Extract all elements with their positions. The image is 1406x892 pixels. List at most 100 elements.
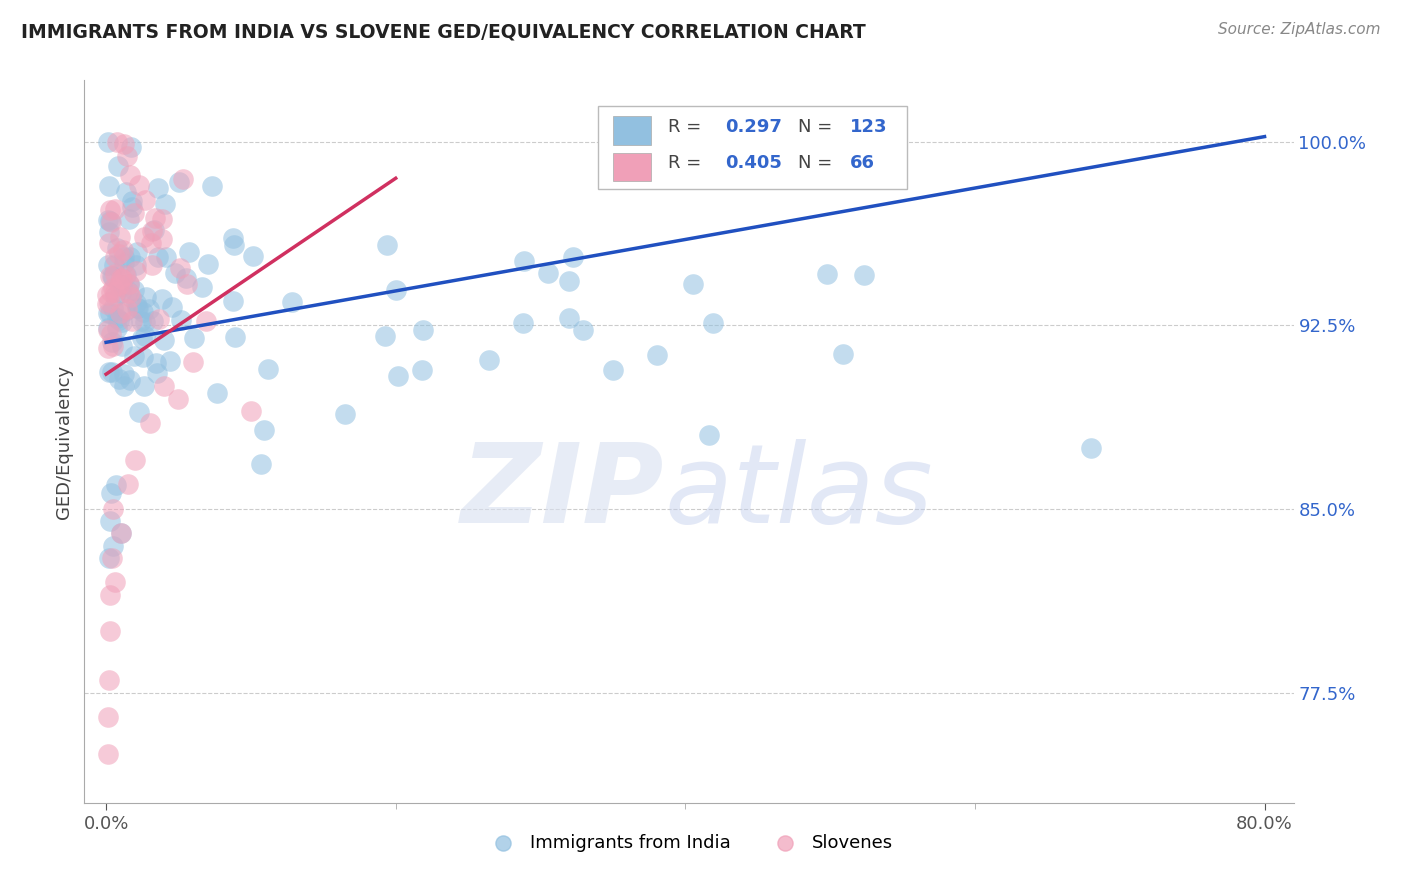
Point — [201, 178, 224, 193]
Point — [118, 277, 141, 291]
Text: 123: 123 — [849, 119, 887, 136]
Point — [697, 428, 720, 442]
Point — [111, 339, 134, 353]
Point — [129, 314, 152, 328]
Point — [111, 279, 134, 293]
Point — [96, 747, 118, 761]
Point — [170, 313, 193, 327]
Bar — [613, 153, 651, 181]
FancyBboxPatch shape — [599, 105, 907, 189]
Point — [197, 257, 219, 271]
Point — [104, 251, 127, 265]
Point — [111, 271, 134, 285]
Point — [121, 194, 143, 208]
Point — [374, 329, 396, 343]
Point — [478, 353, 501, 368]
Point — [513, 254, 536, 268]
Point — [108, 278, 131, 293]
Point — [145, 356, 167, 370]
Point — [134, 315, 156, 329]
Point — [682, 277, 704, 292]
Point — [101, 365, 124, 379]
Point — [536, 266, 558, 280]
Point — [115, 268, 138, 282]
Point — [100, 514, 122, 528]
Point — [118, 373, 141, 387]
Point — [125, 245, 148, 260]
Point — [97, 135, 120, 149]
Point — [101, 334, 124, 349]
Point — [384, 283, 406, 297]
Point — [155, 251, 177, 265]
Point — [103, 258, 125, 272]
Point — [132, 230, 155, 244]
Point — [167, 175, 190, 189]
Point — [118, 250, 141, 264]
Point — [105, 135, 128, 149]
Point — [114, 303, 136, 318]
Point — [97, 710, 120, 724]
Point — [100, 285, 122, 299]
Text: N =: N = — [797, 154, 838, 172]
Point — [221, 231, 243, 245]
Point — [103, 502, 125, 516]
Point — [146, 250, 169, 264]
Point — [96, 321, 118, 335]
Point — [101, 281, 124, 295]
Point — [132, 350, 155, 364]
Point — [118, 212, 141, 227]
Point — [107, 159, 129, 173]
Point — [128, 178, 150, 192]
Point — [153, 196, 176, 211]
Point — [97, 213, 120, 227]
Point — [174, 271, 197, 285]
Point — [121, 200, 143, 214]
Point — [107, 372, 129, 386]
Point — [571, 323, 593, 337]
Point — [377, 238, 399, 252]
Point — [152, 211, 174, 226]
Point — [146, 366, 169, 380]
Point — [242, 249, 264, 263]
Point — [98, 178, 121, 193]
Point — [96, 297, 118, 311]
Text: R =: R = — [668, 119, 707, 136]
Point — [512, 316, 534, 330]
Point — [120, 140, 142, 154]
Point — [120, 290, 142, 304]
Point — [181, 355, 204, 369]
Point — [131, 331, 153, 345]
Text: 0.405: 0.405 — [725, 154, 782, 172]
Point — [115, 185, 138, 199]
Point — [257, 362, 280, 376]
Point — [815, 268, 838, 282]
Point — [172, 172, 194, 186]
Point — [112, 378, 135, 392]
Point — [114, 137, 136, 152]
Point — [253, 424, 276, 438]
Point — [141, 258, 163, 272]
Text: 0.297: 0.297 — [725, 119, 782, 136]
Point — [127, 301, 149, 315]
Point — [117, 477, 139, 491]
Point — [127, 301, 149, 315]
Point — [205, 386, 228, 401]
Point — [98, 268, 121, 283]
Point — [222, 237, 245, 252]
Point — [702, 316, 724, 330]
Point — [100, 588, 122, 602]
Point — [645, 348, 668, 362]
Bar — [613, 117, 651, 145]
Point — [108, 246, 131, 260]
Point — [153, 333, 176, 347]
Point — [558, 274, 581, 288]
Point — [97, 306, 120, 320]
Point — [107, 321, 129, 335]
Point — [101, 550, 124, 565]
Point — [224, 330, 246, 344]
Point — [159, 354, 181, 368]
Text: 66: 66 — [849, 154, 875, 172]
Point — [101, 269, 124, 284]
Point — [111, 315, 134, 329]
Point — [167, 392, 190, 406]
